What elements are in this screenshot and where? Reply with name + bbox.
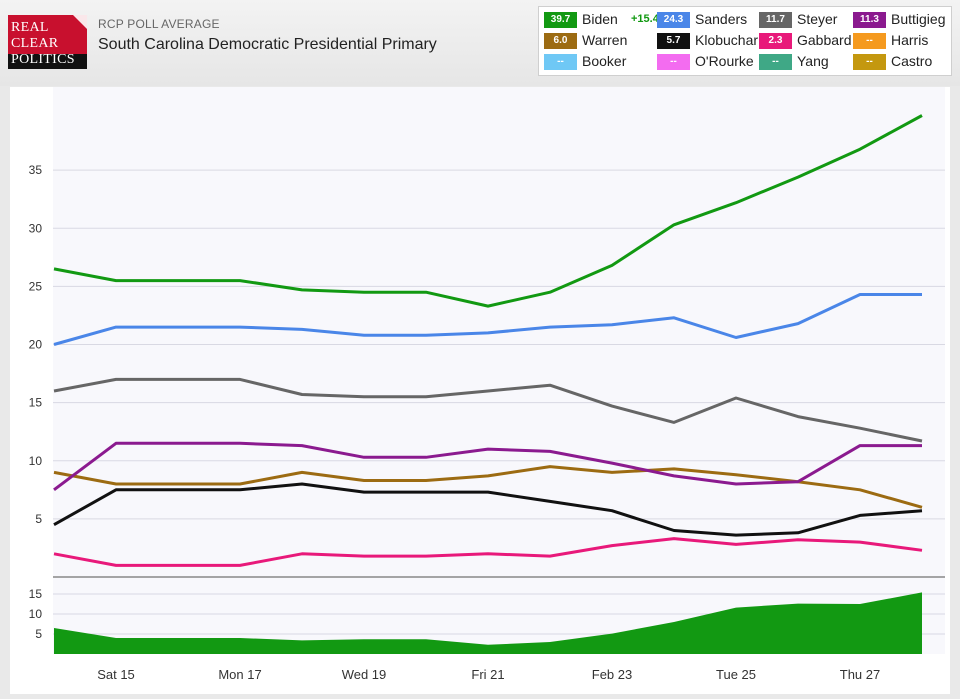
logo-line-2: CLEAR xyxy=(11,36,59,51)
logo-corner xyxy=(73,15,87,29)
series-line-biden xyxy=(53,114,923,308)
spread-y-tick-label: 15 xyxy=(29,587,43,601)
legend-value-badge: 11.7 xyxy=(759,12,792,28)
page-title: South Carolina Democratic Presidential P… xyxy=(98,36,437,53)
legend-label: Castro xyxy=(891,53,933,69)
x-tick-label: Sat 15 xyxy=(97,667,135,682)
x-tick-label: Fri 21 xyxy=(471,667,504,682)
legend: 39.7 Biden +15.4 24.3 Sanders 11.7 Steye… xyxy=(538,6,952,76)
x-tick-label: Feb 23 xyxy=(592,667,632,682)
plot-background xyxy=(53,87,945,654)
legend-value-badge: 11.3 xyxy=(853,12,886,28)
spread-y-tick-label: 10 xyxy=(29,607,43,621)
logo-line-1: REAL xyxy=(11,20,49,35)
legend-label: Klobuchar xyxy=(695,32,759,48)
legend-value-badge: 24.3 xyxy=(657,12,690,28)
legend-label: O'Rourke xyxy=(695,53,754,69)
y-tick-label: 35 xyxy=(29,163,43,177)
y-tick-label: 5 xyxy=(35,512,42,526)
legend-label: Biden xyxy=(582,11,618,27)
legend-label: Steyer xyxy=(797,11,838,27)
legend-value-badge: -- xyxy=(544,54,577,70)
legend-label: Yang xyxy=(797,53,829,69)
y-tick-label: 10 xyxy=(29,454,43,468)
spread-y-tick-label: 5 xyxy=(35,627,42,641)
series-line-steyer xyxy=(53,377,923,443)
legend-value-badge: -- xyxy=(853,54,886,70)
series-line-klobuchar xyxy=(53,482,923,537)
y-tick-label: 20 xyxy=(29,338,43,352)
legend-label: Booker xyxy=(582,53,627,69)
x-tick-label: Wed 19 xyxy=(342,667,387,682)
legend-value-badge: 6.0 xyxy=(544,33,577,49)
series-line-buttigieg xyxy=(53,441,922,491)
legend-value-badge: -- xyxy=(853,33,886,49)
legend-value-badge: 5.7 xyxy=(657,33,690,49)
y-tick-label: 25 xyxy=(29,279,43,293)
x-tick-label: Mon 17 xyxy=(218,667,261,682)
spread-area xyxy=(54,592,922,654)
legend-value-badge: 39.7 xyxy=(544,12,577,28)
x-tick-label: Thu 27 xyxy=(840,667,880,682)
logo-band xyxy=(8,54,87,69)
legend-value-badge: 2.3 xyxy=(759,33,792,49)
poll-average-kicker: RCP POLL AVERAGE xyxy=(98,17,220,31)
logo-line-3: POLITICS xyxy=(11,52,75,67)
legend-label: Buttigieg xyxy=(891,11,946,27)
legend-spread: +15.4 xyxy=(631,13,659,25)
y-tick-label: 30 xyxy=(29,221,43,235)
series-line-sanders xyxy=(53,293,922,346)
chart-area: 5 10 15 20 25 30 35 5 10 15 Sat 15 Mon 17 Wed 19 Fri … xyxy=(10,87,950,694)
series-line-gabbard xyxy=(53,537,923,567)
legend-value-badge: -- xyxy=(759,54,792,70)
legend-value-badge: -- xyxy=(657,54,690,70)
y-tick-label: 15 xyxy=(29,396,43,410)
legend-label: Sanders xyxy=(695,11,748,27)
legend-label: Warren xyxy=(582,32,628,48)
series-line-warren xyxy=(53,465,923,509)
rcp-logo[interactable]: REAL CLEAR POLITICS xyxy=(8,15,87,69)
legend-label: Gabbard xyxy=(797,32,852,48)
poll-chart[interactable]: 5 10 15 20 25 30 35 5 10 15 Sat 15 Mon 17 Wed 19 Fri … xyxy=(10,87,950,694)
legend-label: Harris xyxy=(891,32,929,48)
x-tick-label: Tue 25 xyxy=(716,667,756,682)
